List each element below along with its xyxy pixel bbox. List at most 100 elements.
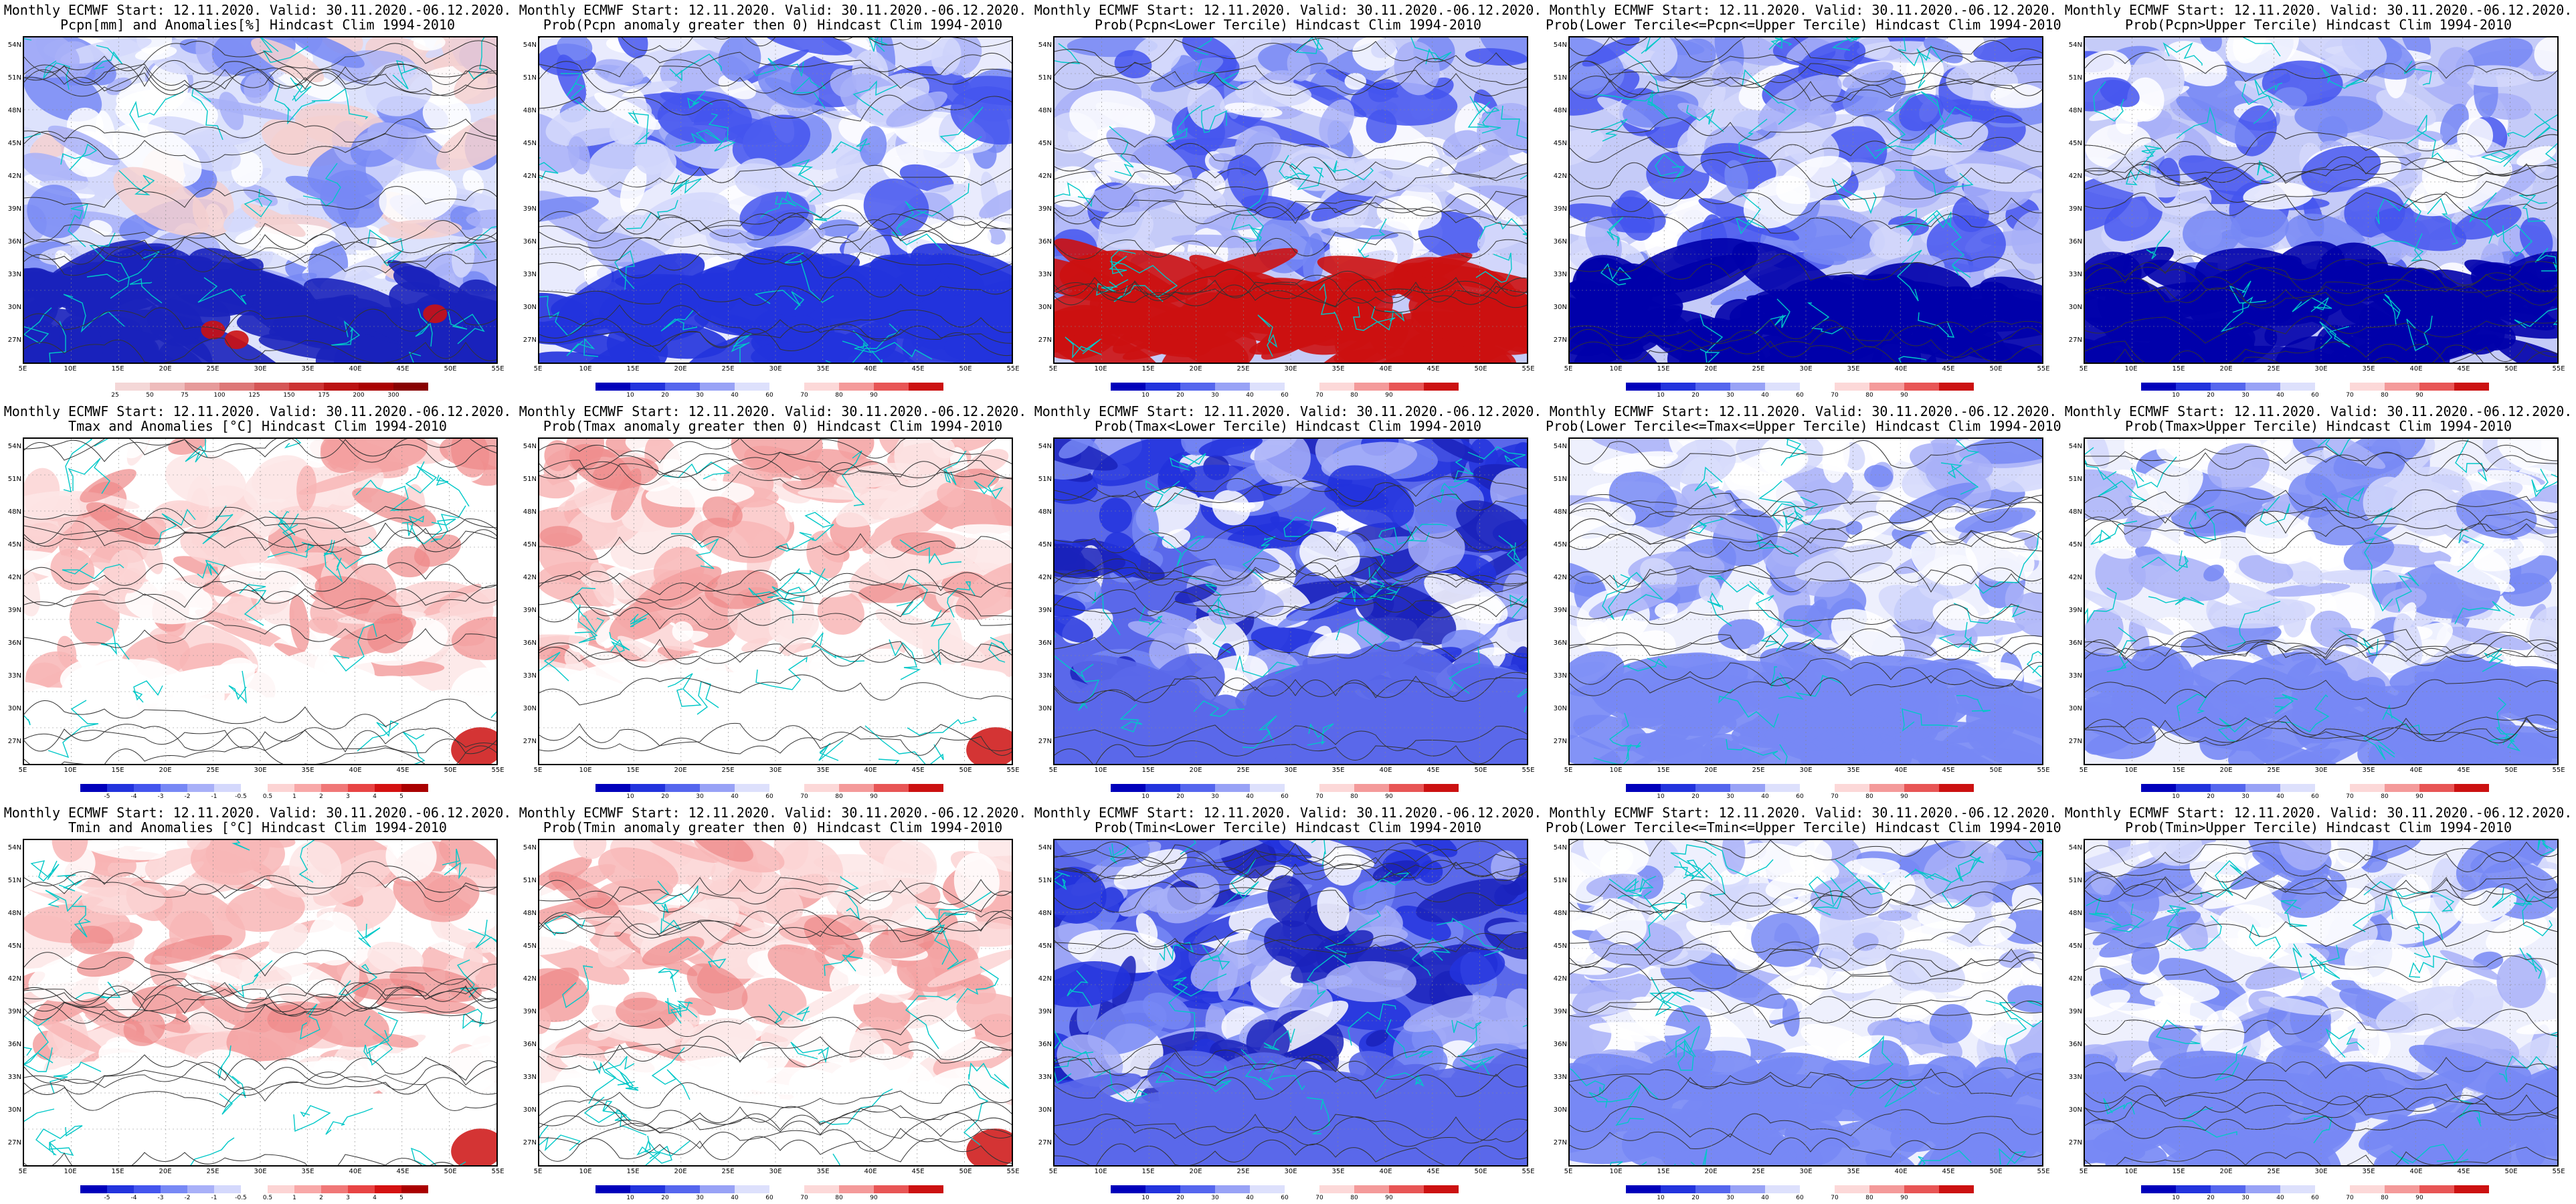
colorbar-cell	[2315, 383, 2350, 391]
colorbar-label: 25	[111, 392, 119, 399]
colorbar-cell	[1730, 1185, 1765, 1193]
colorbar-label: 5	[399, 793, 403, 800]
panel-title-line1: Monthly ECMWF Start: 12.11.2020. Valid: …	[3, 403, 512, 419]
colorbar-cell	[2385, 383, 2419, 391]
colorbar-cell	[2419, 784, 2454, 792]
colorbar-label: -5	[104, 1195, 110, 1201]
lon-tick-label: 15E	[2172, 767, 2185, 774]
colorbar-cell	[1800, 383, 1835, 391]
lat-tick-label: 45N	[2068, 942, 2082, 950]
panel-title-line1: Monthly ECMWF Start: 12.11.2020. Valid: …	[519, 805, 1027, 821]
colorbar-cell	[1626, 784, 1661, 792]
colorbar-label: -1	[211, 793, 217, 800]
lon-tick-label: 40E	[1894, 365, 1908, 373]
colorbar-cell	[107, 784, 134, 792]
colorbar-label: 40	[1246, 392, 1254, 399]
colorbar-label: 70	[800, 392, 808, 399]
lon-tick-label: 55E	[2552, 767, 2565, 774]
colorbar-cell	[1250, 784, 1285, 792]
lat-tick-label: 36N	[2068, 639, 2082, 647]
lat-tick-label: 33N	[1553, 672, 1567, 680]
colorbar-label: 80	[835, 392, 843, 399]
colorbar-cell	[1215, 1185, 1250, 1193]
lon-tick-label: 45E	[396, 767, 409, 774]
panel-title-line2: Prob(Pcpn<Lower Tercile) Hindcast Clim 1…	[1095, 17, 1481, 33]
colorbar-label: 40	[731, 1195, 739, 1201]
lat-tick-label: 33N	[523, 271, 537, 278]
lat-tick-label: 36N	[523, 1041, 537, 1048]
lon-tick-label: 50E	[959, 1168, 972, 1175]
lat-tick-label: 27N	[523, 738, 537, 745]
colorbar-label: 10	[2172, 793, 2180, 800]
lat-tick-label: 27N	[523, 1139, 537, 1146]
lat-tick-label: 27N	[7, 738, 21, 745]
map-panel-r3-c2: Monthly ECMWF Start: 12.11.2020. Valid: …	[515, 803, 1030, 1204]
lon-tick-label: 15E	[1657, 365, 1670, 373]
map-panel-r3-c1: Monthly ECMWF Start: 12.11.2020. Valid: …	[0, 803, 515, 1204]
lon-tick-label: 40E	[1379, 1168, 1392, 1175]
colorbar-cell	[1869, 383, 1904, 391]
lat-tick-label: 27N	[523, 336, 537, 344]
lat-tick-label: 39N	[1038, 607, 1052, 614]
colorbar-label: 10	[1657, 392, 1665, 399]
colorbar-cell	[2315, 1185, 2350, 1193]
lon-tick-label: 40E	[864, 365, 877, 373]
lon-tick-label: 10E	[1609, 1168, 1623, 1175]
lat-tick-label: 33N	[1038, 1074, 1052, 1081]
colorbar-label: 30	[1726, 392, 1734, 399]
colorbar-cell	[1111, 784, 1145, 792]
lon-tick-label: 35E	[2362, 767, 2375, 774]
colorbar-cell	[1389, 784, 1424, 792]
lon-tick-label: 50E	[2504, 767, 2518, 774]
colorbar-label: 10	[2172, 1195, 2180, 1201]
lat-tick-label: 30N	[1038, 705, 1052, 712]
lon-tick-label: 20E	[159, 365, 172, 373]
lon-tick-label: 35E	[816, 365, 830, 373]
lon-tick-label: 30E	[1284, 1168, 1297, 1175]
colorbar-cell	[80, 1185, 107, 1193]
colorbar-label: 70	[1831, 1195, 1839, 1201]
colorbar-cell	[2211, 1185, 2245, 1193]
colorbar-cell	[1730, 383, 1765, 391]
colorbar-cell	[769, 1185, 804, 1193]
colorbar-cell	[161, 1185, 187, 1193]
panel-title-line1: Monthly ECMWF Start: 12.11.2020. Valid: …	[1549, 2, 2057, 18]
lat-tick-label: 42N	[7, 975, 21, 983]
lon-tick-label: 35E	[301, 767, 314, 774]
map-canvas	[1568, 437, 2043, 765]
colorbar-label: 70	[2346, 1195, 2354, 1201]
lat-tick-label: 36N	[7, 1041, 21, 1048]
lat-tick-label: 45N	[1553, 140, 1567, 147]
lat-tick-label: 30N	[523, 705, 537, 712]
colorbar-label: 60	[1281, 793, 1289, 800]
colorbar-label: 90	[870, 793, 878, 800]
lat-tick-label: 30N	[7, 1106, 21, 1114]
lon-tick-label: 35E	[2362, 365, 2375, 373]
lon-tick-label: 30E	[254, 365, 267, 373]
lat-tick-label: 45N	[7, 140, 21, 147]
colorbar-label: 20	[1176, 793, 1184, 800]
lon-tick-label: 10E	[1094, 365, 1107, 373]
colorbar-cell	[735, 784, 769, 792]
colorbar: 25 50 75 100 125 150 175 200 300	[80, 383, 428, 399]
colorbar: 10 20 30 40 60 70 80 90	[2141, 784, 2489, 800]
colorbar-cell	[1111, 383, 1145, 391]
colorbar-cell	[735, 383, 769, 391]
colorbar-cell	[2141, 1185, 2176, 1193]
lat-tick-label: 45N	[7, 942, 21, 950]
lon-tick-label: 25E	[1752, 365, 1765, 373]
colorbar-cell	[268, 784, 294, 792]
lat-tick-label: 42N	[1553, 574, 1567, 581]
colorbar-label: 30	[2241, 392, 2249, 399]
lat-tick-label: 36N	[1553, 639, 1567, 647]
lon-tick-label: 45E	[1942, 365, 1955, 373]
colorbar-label: 200	[353, 392, 365, 399]
lon-tick-label: 25E	[206, 767, 219, 774]
colorbar-label: 175	[318, 392, 330, 399]
colorbar-cell	[393, 383, 428, 391]
colorbar-label: 20	[1176, 1195, 1184, 1201]
colorbar: 10 20 30 40 60 70 80 90	[1111, 383, 1459, 399]
lon-tick-label: 10E	[579, 1168, 592, 1175]
colorbar-cell	[1765, 1185, 1800, 1193]
colorbar-cell	[1180, 784, 1215, 792]
